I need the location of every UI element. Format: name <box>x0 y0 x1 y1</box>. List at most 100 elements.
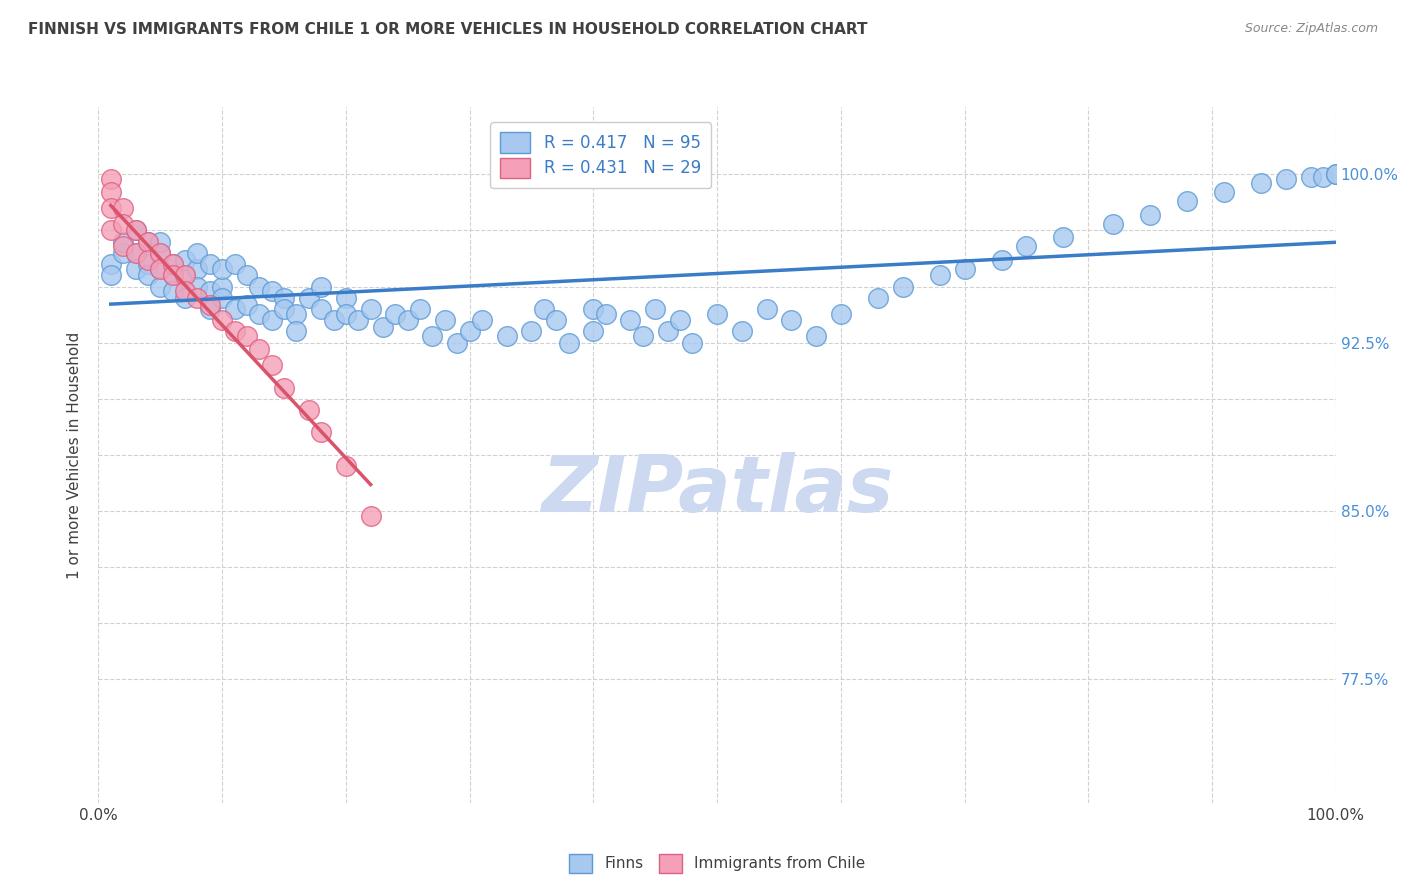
Point <box>928 268 950 283</box>
Point <box>260 284 283 298</box>
Point <box>112 246 135 260</box>
Point <box>990 252 1012 267</box>
Point <box>136 235 159 249</box>
Point <box>669 313 692 327</box>
Point <box>162 257 184 271</box>
Point <box>224 257 246 271</box>
Point <box>731 325 754 339</box>
Point <box>149 279 172 293</box>
Point <box>1324 167 1347 181</box>
Point <box>360 508 382 523</box>
Point <box>100 268 122 283</box>
Point <box>124 246 146 260</box>
Point <box>162 268 184 283</box>
Point <box>755 301 778 316</box>
Point <box>309 301 332 316</box>
Point <box>780 313 803 327</box>
Point <box>100 257 122 271</box>
Point <box>582 325 605 339</box>
Point <box>866 291 889 305</box>
Point <box>804 329 827 343</box>
Point <box>285 325 308 339</box>
Point <box>546 313 568 327</box>
Point <box>124 261 146 276</box>
Point <box>211 291 233 305</box>
Point <box>706 306 728 320</box>
Point <box>298 403 321 417</box>
Point <box>211 261 233 276</box>
Point <box>557 335 579 350</box>
Point <box>335 306 357 320</box>
Point <box>174 291 197 305</box>
Text: FINNISH VS IMMIGRANTS FROM CHILE 1 OR MORE VEHICLES IN HOUSEHOLD CORRELATION CHA: FINNISH VS IMMIGRANTS FROM CHILE 1 OR MO… <box>28 22 868 37</box>
Point <box>322 313 344 327</box>
Point <box>236 329 259 343</box>
Point <box>1102 217 1125 231</box>
Point <box>1275 172 1298 186</box>
Point <box>186 246 208 260</box>
Point <box>174 268 197 283</box>
Point <box>433 313 456 327</box>
Point <box>1299 169 1322 184</box>
Point <box>198 297 221 311</box>
Point <box>112 201 135 215</box>
Point <box>162 284 184 298</box>
Point <box>657 325 679 339</box>
Point <box>211 313 233 327</box>
Point <box>520 325 543 339</box>
Point <box>174 268 197 283</box>
Point <box>273 291 295 305</box>
Point <box>335 291 357 305</box>
Point <box>162 268 184 283</box>
Point <box>273 381 295 395</box>
Point <box>136 252 159 267</box>
Point <box>285 306 308 320</box>
Point <box>422 329 444 343</box>
Point <box>100 172 122 186</box>
Point <box>149 261 172 276</box>
Point <box>260 358 283 372</box>
Point <box>236 268 259 283</box>
Point <box>136 268 159 283</box>
Point <box>149 261 172 276</box>
Point <box>384 306 406 320</box>
Point <box>335 459 357 474</box>
Point <box>471 313 494 327</box>
Point <box>458 325 481 339</box>
Y-axis label: 1 or more Vehicles in Household: 1 or more Vehicles in Household <box>67 331 83 579</box>
Point <box>298 291 321 305</box>
Point <box>595 306 617 320</box>
Text: Source: ZipAtlas.com: Source: ZipAtlas.com <box>1244 22 1378 36</box>
Point <box>247 343 270 357</box>
Legend: Finns, Immigrants from Chile: Finns, Immigrants from Chile <box>562 847 872 879</box>
Point <box>136 235 159 249</box>
Point <box>891 279 914 293</box>
Point <box>124 246 146 260</box>
Point <box>1213 186 1236 200</box>
Point <box>247 279 270 293</box>
Point <box>100 186 122 200</box>
Point <box>533 301 555 316</box>
Point <box>681 335 703 350</box>
Point <box>309 425 332 440</box>
Point <box>260 313 283 327</box>
Point <box>112 239 135 253</box>
Point <box>1324 167 1347 181</box>
Point <box>149 246 172 260</box>
Point <box>1139 208 1161 222</box>
Point <box>224 325 246 339</box>
Point <box>446 335 468 350</box>
Point <box>124 223 146 237</box>
Point <box>409 301 432 316</box>
Point <box>186 279 208 293</box>
Point <box>100 201 122 215</box>
Point <box>149 246 172 260</box>
Point <box>149 235 172 249</box>
Point <box>830 306 852 320</box>
Point <box>198 257 221 271</box>
Point <box>360 301 382 316</box>
Point <box>236 297 259 311</box>
Point <box>186 291 208 305</box>
Point <box>1312 169 1334 184</box>
Point <box>224 301 246 316</box>
